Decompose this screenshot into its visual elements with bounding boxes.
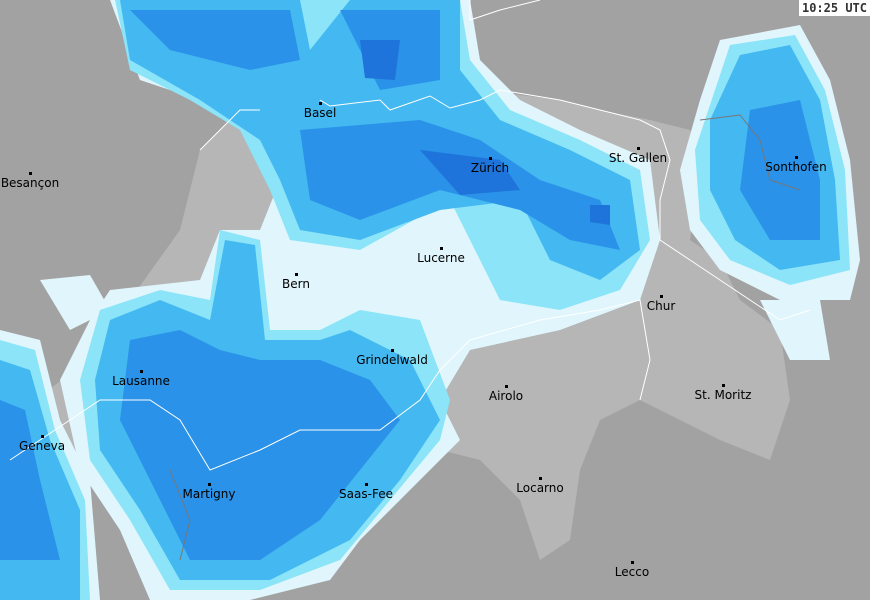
borders-secondary <box>169 114 801 561</box>
city-dot <box>140 370 143 373</box>
city-dot <box>208 483 211 486</box>
city-label: Basel <box>303 106 337 120</box>
city-dot <box>295 273 298 276</box>
city-label: Bern <box>282 277 310 291</box>
timestamp-label: 10:25 UTC <box>798 0 870 16</box>
borders <box>9 0 811 471</box>
city-label: Lucerne <box>417 251 465 265</box>
city-label: Geneva <box>18 439 66 453</box>
city-dot <box>440 247 443 250</box>
city-dot <box>660 295 663 298</box>
city-label: Lecco <box>614 565 650 579</box>
city-dot <box>41 435 44 438</box>
city-label: Airolo <box>488 389 524 403</box>
city-label: Grindelwald <box>356 353 428 367</box>
city-label: Chur <box>646 299 676 313</box>
city-label: Locarno <box>516 481 564 495</box>
city-dot <box>505 385 508 388</box>
city-dot <box>29 172 32 175</box>
city-label: Lausanne <box>112 374 170 388</box>
city-dot <box>319 102 322 105</box>
city-dot <box>489 157 492 160</box>
precipitation-very-intense <box>360 40 610 225</box>
city-dot <box>722 384 725 387</box>
city-label: Zürich <box>470 161 510 175</box>
city-dot <box>637 147 640 150</box>
city-label: Besançon <box>0 176 60 190</box>
city-dot <box>631 561 634 564</box>
city-dot <box>539 477 542 480</box>
city-label: Martigny <box>182 487 236 501</box>
city-label: Saas-Fee <box>339 487 393 501</box>
city-label: Sonthofen <box>765 160 827 174</box>
city-label: St. Moritz <box>694 388 752 402</box>
city-dot <box>795 156 798 159</box>
city-dot <box>391 349 394 352</box>
city-dot <box>365 483 368 486</box>
city-label: St. Gallen <box>608 151 668 165</box>
